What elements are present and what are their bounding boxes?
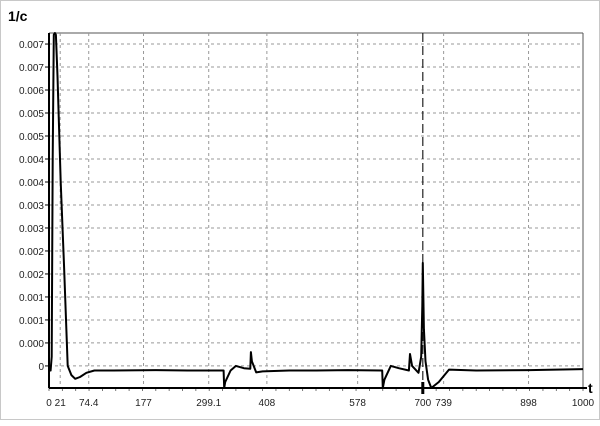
y-tick-label: 0.003 [19, 201, 44, 212]
y-tick-label: 0 [38, 362, 44, 373]
y-tick-label: 0.003 [19, 224, 44, 235]
grid [49, 32, 584, 388]
y-tick-label: 0.005 [19, 132, 44, 143]
y-tick-label: 0.005 [19, 109, 44, 120]
x-tick-label: 898 [520, 398, 537, 409]
y-axis-ticks: 0.007 0.007 0.006 0.005 0.005 0.004 0.004 0.003… [19, 40, 49, 373]
y-tick-label: 0.006 [19, 86, 44, 97]
x-tick-label: 21 [55, 398, 67, 409]
y-tick-label: 0.007 [19, 40, 44, 51]
x-tick-label: 578 [349, 398, 366, 409]
y-tick-label: 0.000 [19, 339, 44, 350]
x-axis-ticks: 0 21 74.4 177 299.1 408 578 700 739 898 1000 [46, 388, 595, 409]
x-tick-label: 408 [259, 398, 276, 409]
x-tick-label: 74.4 [79, 398, 99, 409]
y-tick-label: 0.002 [19, 247, 44, 258]
y-tick-label: 0.004 [19, 155, 44, 166]
series-line [49, 32, 584, 389]
y-axis-label: 1/c [8, 8, 28, 24]
y-tick-label: 0.001 [19, 316, 44, 327]
x-tick-label: 1000 [572, 398, 595, 409]
x-axis-label: t [588, 380, 593, 396]
y-tick-label: 0.002 [19, 270, 44, 281]
y-tick-label: 0.004 [19, 178, 44, 189]
x-tick-label: 0 [46, 398, 52, 409]
x-tick-label: 177 [135, 398, 152, 409]
x-tick-label: 299.1 [196, 398, 221, 409]
x-tick-label: 700 [414, 398, 431, 409]
y-tick-label: 0.007 [19, 63, 44, 74]
y-tick-label: 0.001 [19, 293, 44, 304]
x-tick-label: 739 [435, 398, 452, 409]
